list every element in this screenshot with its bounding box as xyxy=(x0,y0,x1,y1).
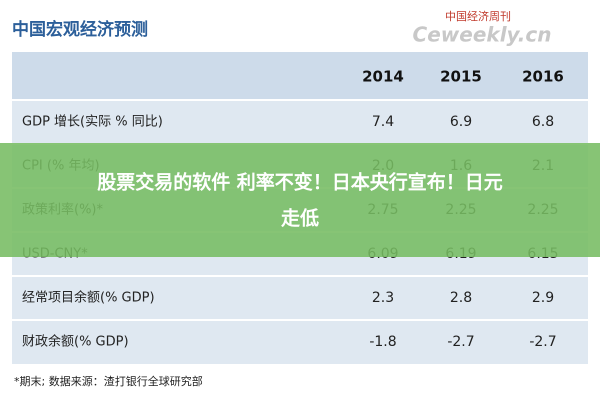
overlay-banner xyxy=(0,143,600,257)
cell: -1.8 xyxy=(369,334,396,350)
column-header: 2016 xyxy=(522,68,564,86)
row-label: 财政余额(% GDP) xyxy=(22,334,129,350)
logo: 中国经济周刊 xyxy=(445,9,511,23)
cell: 2.3 xyxy=(372,290,394,306)
cell: 6.8 xyxy=(532,114,554,130)
footnote: *期末; 数据来源：渣打银行全球研究部 xyxy=(14,374,203,388)
cell: -2.7 xyxy=(447,334,474,350)
logo-sub: Ceweekly.cn xyxy=(413,23,552,47)
cell: 7.4 xyxy=(372,114,394,130)
cell: 6.9 xyxy=(450,114,472,130)
row-label: 经常项目余额(% GDP) xyxy=(22,290,155,306)
cell: 2.9 xyxy=(532,290,554,306)
row-label: GDP 增长(实际 % 同比) xyxy=(22,115,163,130)
cell: 2.8 xyxy=(450,290,472,306)
title: 中国宏观经济预测 xyxy=(12,19,148,40)
overlay-text: 股票交易的软件 利率不变！日本央行宣布！日元 xyxy=(97,171,503,194)
table-header xyxy=(12,52,588,100)
cell: -2.7 xyxy=(529,334,556,350)
column-header: 2015 xyxy=(440,68,482,86)
overlay-text: 走低 xyxy=(281,207,319,230)
column-header: 2014 xyxy=(362,68,404,86)
